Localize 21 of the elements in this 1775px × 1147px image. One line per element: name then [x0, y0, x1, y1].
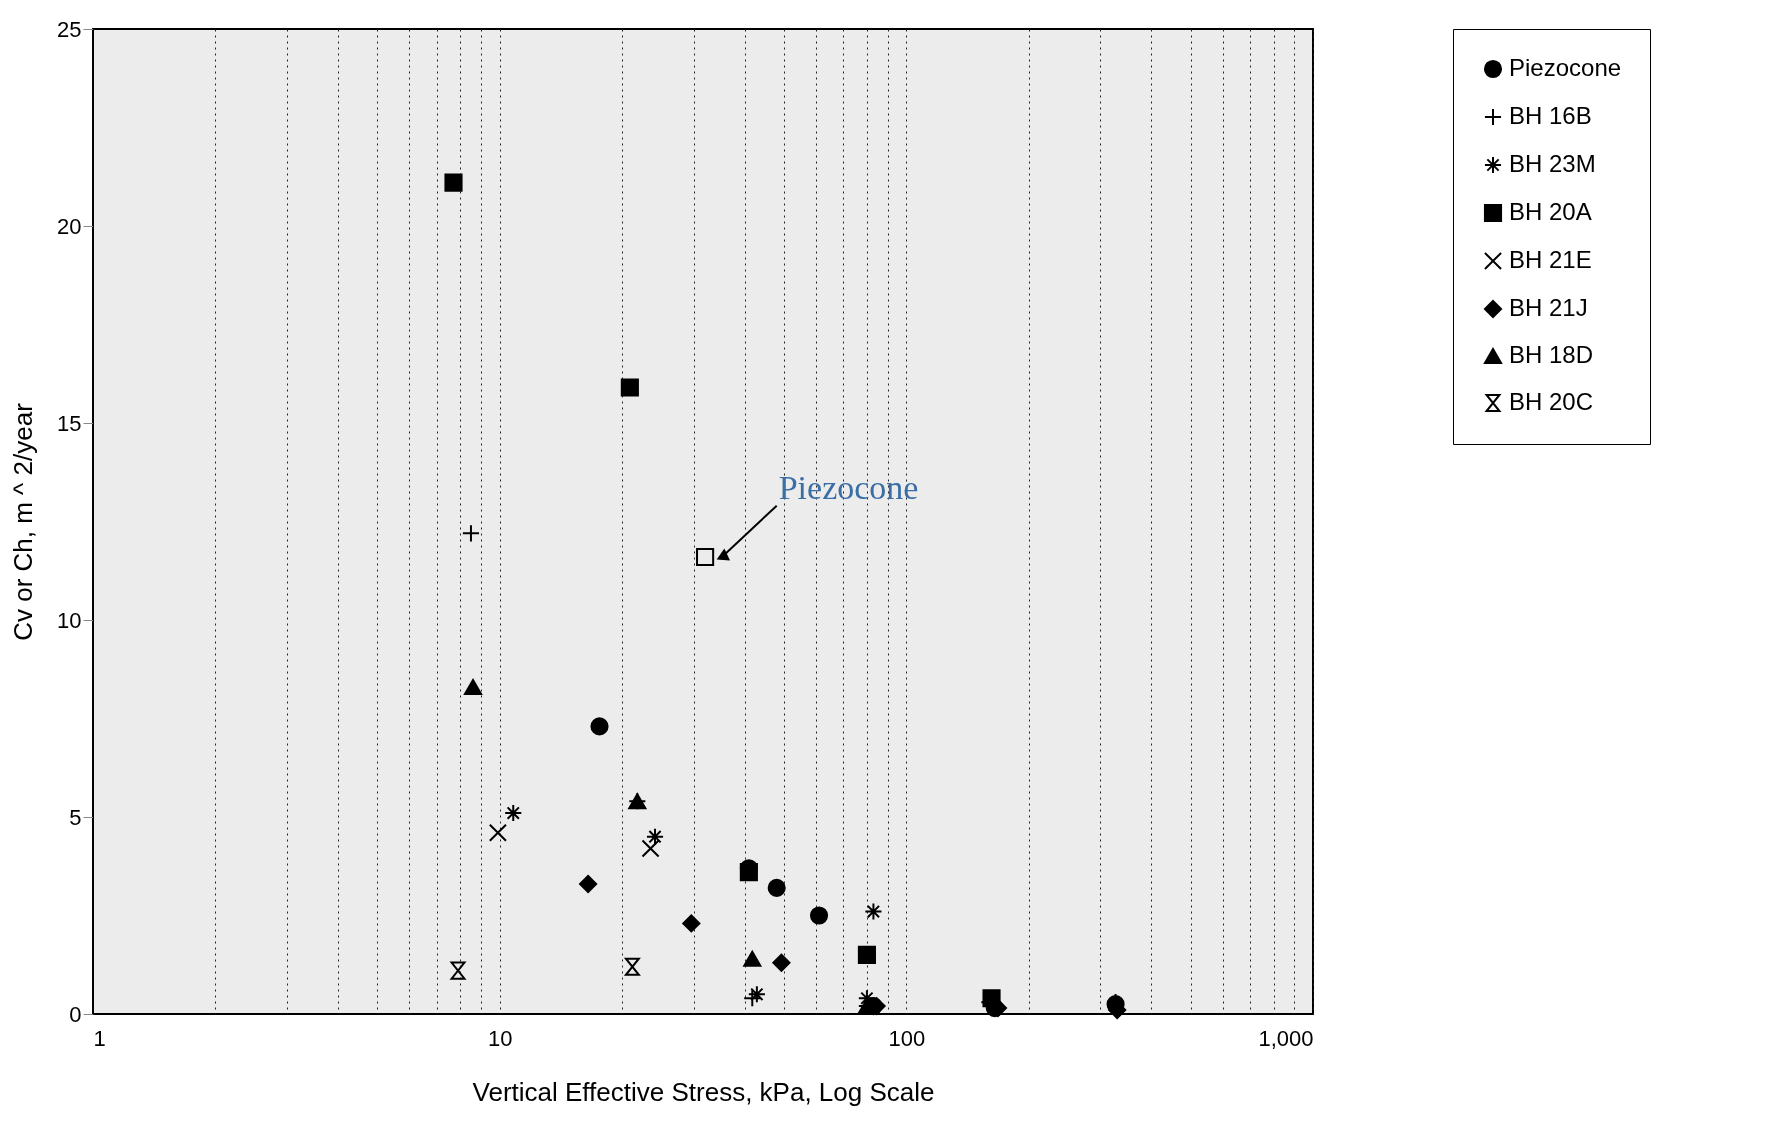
x-tick-label: 10	[487, 1025, 513, 1051]
legend-label: BH 20A	[1509, 198, 1592, 225]
legend-label: BH 18D	[1509, 341, 1594, 368]
y-tick-label: 15	[57, 410, 82, 436]
legend-label: BH 21J	[1509, 294, 1588, 321]
x-tick-label: 1,000	[1258, 1025, 1314, 1051]
y-axis-title: Cv or Ch, m ^ 2/year	[8, 402, 39, 641]
legend-label: BH 23M	[1509, 150, 1596, 177]
legend-label: Piezocone	[1509, 54, 1622, 81]
x-axis-title: Vertical Effective Stress, kPa, Log Scale	[472, 1076, 935, 1107]
legend-label: BH 16B	[1509, 102, 1592, 129]
y-tick-label: 25	[57, 16, 82, 42]
y-tick-label: 20	[57, 213, 82, 239]
legend-label: BH 20C	[1509, 388, 1594, 415]
y-tick-label: 10	[57, 607, 82, 633]
x-tick-label: 1	[93, 1025, 106, 1051]
y-tick-label: 5	[69, 804, 82, 830]
annotation: Piezocone	[778, 468, 919, 506]
x-tick-label: 100	[888, 1025, 926, 1051]
legend-label: BH 21E	[1509, 246, 1592, 273]
y-tick-label: 0	[69, 1001, 82, 1027]
